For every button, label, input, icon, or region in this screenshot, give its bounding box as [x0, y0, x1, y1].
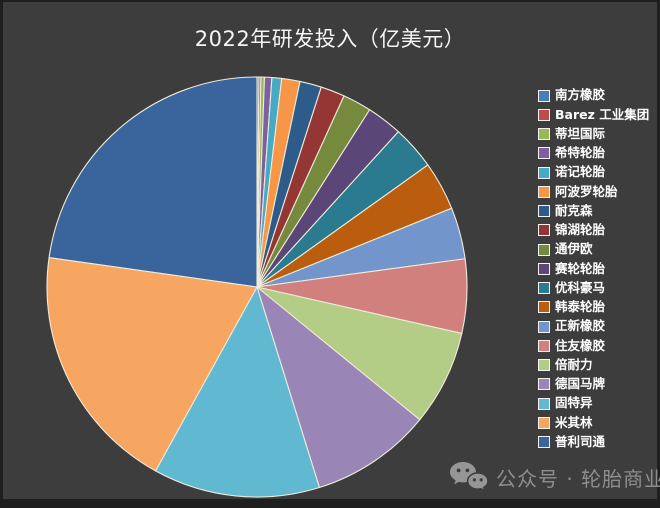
legend-item: 普利司通: [538, 433, 657, 452]
pie-slice: [154, 286, 320, 498]
legend-item: 蒂坦国际: [538, 125, 657, 144]
legend-item: 正新橡胶: [538, 317, 657, 336]
legend-item: 阿波罗轮胎: [538, 182, 657, 201]
legend-label: 倍耐力: [555, 356, 593, 372]
pie-chart: [46, 76, 468, 498]
legend-label: 锦湖轮胎: [555, 222, 606, 238]
legend-swatch: [538, 243, 550, 256]
legend-swatch: [538, 339, 550, 352]
chart-canvas: 2022年研发投入（亿美元） 南方橡胶 Barez 工业集团 蒂坦国际希特轮胎诺记轮…: [3, 2, 660, 499]
legend-item: 米其林: [538, 413, 657, 432]
wechat-icon: [450, 462, 489, 493]
legend-swatch: [538, 185, 550, 198]
legend-item: 韩泰轮胎: [538, 298, 657, 317]
legend-swatch: [538, 147, 550, 160]
legend-swatch: [538, 205, 550, 218]
legend-swatch: [538, 108, 550, 121]
watermark-text: 公众号 · 轮胎商业: [496, 467, 660, 491]
legend-swatch: [538, 378, 550, 391]
legend-swatch: [538, 416, 550, 429]
legend-label: 赛轮轮胎: [555, 260, 606, 276]
legend-swatch: [538, 359, 550, 372]
legend-label: 希特轮胎: [555, 145, 606, 161]
legend-swatch: [538, 128, 550, 141]
legend-label: 韩泰轮胎: [555, 299, 606, 315]
legend-label: 优科豪马: [555, 279, 606, 295]
legend-item: 希特轮胎: [538, 144, 657, 163]
watermark: 公众号 · 轮胎商业: [449, 461, 660, 494]
legend-item: 耐克森: [538, 202, 657, 221]
legend-label: Barez 工业集团: [555, 106, 650, 122]
legend-item: 住友橡胶: [538, 336, 657, 355]
legend-label: 通伊欧: [555, 241, 593, 257]
legend-label: 米其林: [555, 414, 593, 430]
legend-label: 阿波罗轮胎: [555, 183, 618, 199]
legend-label: 蒂坦国际: [555, 125, 606, 141]
legend-item: 锦湖轮胎: [538, 221, 657, 240]
legend-swatch: [538, 89, 550, 102]
legend-item: 固特异: [538, 394, 657, 413]
legend-swatch: [538, 224, 550, 237]
legend-item: 优科豪马: [538, 279, 657, 298]
legend-swatch: [538, 436, 550, 449]
legend-item: 南方橡胶: [538, 86, 657, 105]
legend-item: 诺记轮胎: [538, 163, 657, 182]
pie-slice: [46, 257, 258, 472]
chart-title: 2022年研发投入（亿美元）: [194, 27, 466, 51]
legend-swatch: [538, 301, 550, 314]
legend-label: 正新橡胶: [555, 318, 606, 334]
pie-slice: [256, 286, 421, 489]
legend-label: 诺记轮胎: [555, 164, 606, 180]
legend-item: 倍耐力: [538, 356, 657, 375]
legend-label: 德国马牌: [555, 376, 606, 392]
legend: 南方橡胶 Barez 工业集团 蒂坦国际希特轮胎诺记轮胎阿波罗轮胎耐克森锦湖轮胎通伊…: [538, 86, 657, 452]
legend-swatch: [538, 166, 550, 179]
legend-swatch: [538, 282, 550, 295]
legend-item: 德国马牌: [538, 375, 657, 394]
legend-label: 住友橡胶: [555, 337, 606, 353]
legend-swatch: [538, 262, 550, 275]
pie-slice: [48, 76, 258, 288]
legend-label: 南方橡胶: [555, 87, 606, 103]
legend-swatch: [538, 320, 550, 333]
legend-item: 通伊欧: [538, 240, 657, 259]
legend-item: Barez 工业集团: [538, 105, 657, 124]
legend-swatch: [538, 397, 550, 410]
legend-label: 耐克森: [555, 202, 593, 218]
legend-label: 普利司通: [555, 433, 606, 449]
legend-label: 固特异: [555, 395, 593, 411]
legend-item: 赛轮轮胎: [538, 259, 657, 278]
pie-slice: [256, 286, 463, 421]
